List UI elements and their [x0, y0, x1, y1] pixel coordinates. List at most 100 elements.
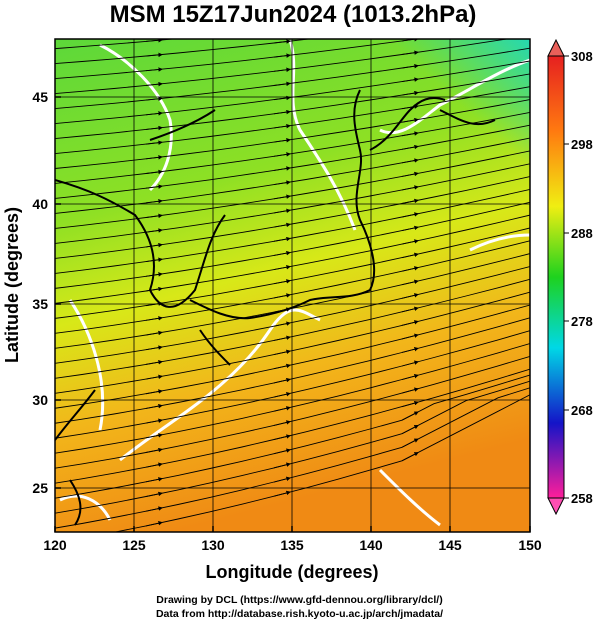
streamline-arrow	[273, 307, 291, 313]
streamline-arrow	[273, 138, 291, 143]
streamline-arrow	[273, 279, 291, 285]
streamline-arrow	[273, 53, 291, 58]
colorbar-tick-label: 308	[571, 49, 593, 64]
streamline-arrow	[273, 490, 291, 497]
streamline-arrow	[273, 222, 291, 228]
streamline-arrow	[145, 286, 163, 292]
colorbar: 308 298 288 278 268 258	[547, 38, 593, 516]
streamline-arrow	[273, 67, 291, 72]
streamline-arrow	[273, 392, 291, 398]
streamline-arrow	[401, 104, 419, 110]
streamline-arrow	[145, 345, 163, 351]
streamline-arrow	[145, 403, 163, 409]
streamline-arrow	[145, 198, 163, 204]
y-axis-label: Latitude (degrees)	[2, 207, 22, 363]
streamline-arrow	[145, 52, 163, 58]
streamline-arrow	[401, 452, 419, 462]
y-tick-label: 25	[32, 480, 48, 496]
streamline-arrow	[401, 158, 419, 164]
y-tick-label: 35	[32, 296, 48, 312]
streamline-arrow	[401, 212, 419, 218]
credit-drawing: Drawing by DCL (https://www.gfd-dennou.o…	[156, 594, 443, 606]
streamline-arrow	[273, 236, 291, 242]
streamline-arrow	[401, 171, 419, 177]
streamline-arrow	[273, 208, 291, 214]
y-tick-label: 45	[32, 89, 48, 105]
streamline-arrow	[273, 363, 291, 370]
x-tick-label: 150	[518, 537, 542, 553]
streamline-arrow	[273, 321, 291, 327]
x-tick-label: 140	[359, 537, 383, 553]
streamline-arrow	[145, 125, 163, 131]
streamline-arrow	[145, 462, 163, 468]
streamline-arrow	[145, 433, 163, 439]
streamline-arrow	[273, 476, 291, 483]
streamline-arrow	[401, 333, 419, 340]
y-tick-label: 30	[32, 392, 48, 408]
streamline-arrow	[273, 180, 291, 186]
streamline-arrow	[273, 448, 291, 455]
map-grid	[55, 39, 530, 532]
streamline-arrow	[401, 411, 419, 421]
streamline-arrow	[145, 447, 163, 453]
streamline-arrow	[273, 39, 291, 44]
streamline-arrow	[273, 194, 291, 200]
streamline-arrow	[401, 131, 419, 137]
streamline-arrow	[273, 420, 291, 426]
streamline-arrow	[401, 198, 419, 204]
streamline-arrow	[273, 166, 291, 171]
streamline-arrow	[401, 144, 419, 150]
streamline-arrow	[145, 140, 163, 145]
streamline-arrow	[273, 406, 291, 412]
x-tick-label: 130	[201, 537, 225, 553]
colorbar-scale	[547, 55, 565, 499]
streamline-arrow	[401, 400, 419, 408]
streamline-arrow	[273, 293, 291, 299]
streamline-arrow	[273, 123, 291, 129]
streamline-arrow	[145, 506, 163, 512]
colorbar-tick-label: 268	[571, 403, 593, 418]
streamline-arrow	[145, 39, 163, 43]
streamline-arrow	[401, 63, 419, 69]
colorbar-tick-label: 278	[571, 314, 593, 329]
streamline-arrow	[145, 521, 163, 527]
streamline-arrow	[401, 225, 419, 231]
streamline-arrow	[401, 347, 419, 353]
streamline-arrow	[145, 184, 163, 189]
streamline-arrow	[401, 266, 419, 272]
streamline-arrow	[273, 377, 291, 384]
streamline-arrow	[273, 152, 291, 157]
streamline-arrow	[401, 185, 419, 191]
colorbar-tick-label: 258	[571, 491, 593, 506]
streamline-arrow	[273, 434, 291, 440]
streamline-arrow	[145, 169, 163, 175]
streamline-arrow	[145, 330, 163, 336]
streamline-arrow	[401, 279, 419, 286]
y-tick-label: 40	[32, 196, 48, 212]
x-tick-label: 125	[122, 537, 146, 553]
x-tick-label: 145	[438, 537, 462, 553]
streamline-arrow	[145, 477, 163, 483]
streamline-arrow	[401, 90, 419, 96]
streamline-arrow	[145, 257, 163, 263]
streamline-arrow	[401, 306, 419, 313]
credit-data-source: Data from http://database.rish.kyoto-u.a…	[155, 608, 444, 620]
streamline-arrow	[401, 320, 419, 326]
colorbar-min-arrow	[547, 497, 565, 516]
streamline-arrow	[401, 373, 419, 380]
streamline-arrow	[401, 425, 419, 435]
streamline-arrow	[273, 349, 291, 356]
streamline	[55, 39, 178, 50]
streamline-arrow	[145, 242, 163, 248]
colorbar-max-arrow	[547, 38, 565, 57]
isotherm-contours	[59, 39, 530, 527]
streamline-arrow	[273, 95, 291, 101]
colorbar-tick-label: 288	[571, 226, 593, 241]
streamline-arrow	[401, 438, 419, 448]
streamline-arrow	[401, 387, 419, 394]
streamline-arrow	[273, 335, 291, 341]
streamline-arrow	[273, 250, 291, 256]
streamline-arrow	[145, 272, 163, 277]
streamline-arrow	[401, 293, 419, 299]
streamline-arrow	[401, 360, 419, 367]
